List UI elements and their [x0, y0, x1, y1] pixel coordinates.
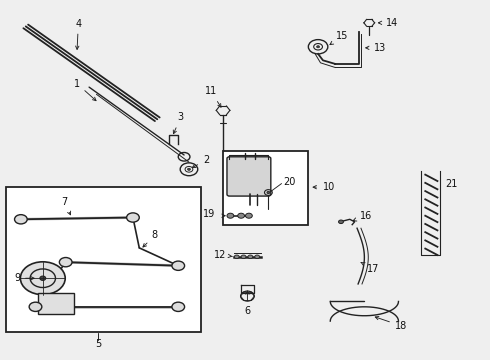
Text: 14: 14 [386, 18, 398, 28]
Text: 15: 15 [330, 31, 348, 45]
Circle shape [317, 46, 319, 48]
Text: 17: 17 [361, 262, 379, 274]
Text: 13: 13 [374, 43, 386, 53]
Text: 18: 18 [375, 316, 407, 331]
Bar [223, 152, 308, 225]
Circle shape [126, 213, 139, 222]
Circle shape [238, 213, 245, 218]
Text: 2: 2 [192, 156, 209, 167]
Circle shape [255, 255, 260, 258]
Text: 21: 21 [445, 179, 457, 189]
Circle shape [248, 255, 253, 258]
Bar [38, 293, 74, 314]
Text: 6: 6 [245, 291, 250, 316]
Text: 10: 10 [323, 182, 335, 192]
Circle shape [245, 213, 252, 218]
Text: 20: 20 [283, 177, 295, 187]
Circle shape [172, 302, 185, 311]
Text: 9: 9 [14, 273, 34, 283]
Text: 11: 11 [205, 86, 221, 107]
Text: 19: 19 [202, 209, 215, 219]
Text: 8: 8 [143, 230, 158, 247]
Circle shape [15, 215, 27, 224]
Circle shape [29, 302, 42, 311]
Text: 12: 12 [215, 250, 232, 260]
Circle shape [234, 255, 239, 258]
Text: 5: 5 [95, 339, 101, 348]
Circle shape [188, 168, 191, 170]
Text: 1: 1 [74, 78, 96, 101]
Circle shape [59, 257, 72, 267]
Text: 3: 3 [173, 112, 184, 134]
Text: 16: 16 [353, 211, 372, 221]
FancyBboxPatch shape [227, 157, 271, 196]
Circle shape [241, 255, 246, 258]
Bar [6, 187, 201, 332]
Circle shape [21, 262, 65, 295]
Text: 4: 4 [75, 18, 81, 49]
Circle shape [339, 220, 343, 224]
Circle shape [267, 192, 270, 194]
Circle shape [172, 261, 185, 270]
Circle shape [40, 276, 46, 280]
Text: 7: 7 [62, 197, 71, 215]
Circle shape [227, 213, 234, 218]
